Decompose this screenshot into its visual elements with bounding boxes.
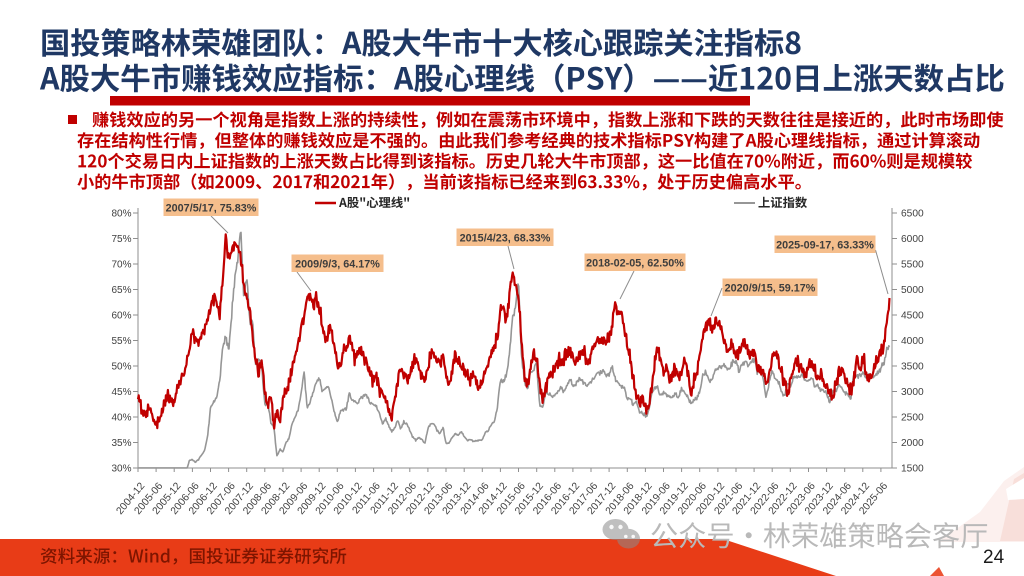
svg-text:2018-02-05, 62.50%: 2018-02-05, 62.50% (586, 258, 684, 270)
svg-text:2007/5/17, 75.83%: 2007/5/17, 75.83% (166, 203, 257, 215)
svg-text:1500: 1500 (901, 464, 924, 475)
svg-text:2000: 2000 (901, 438, 924, 449)
svg-text:35%: 35% (111, 438, 131, 449)
svg-text:30%: 30% (111, 464, 131, 475)
svg-text:3500: 3500 (901, 362, 924, 373)
svg-text:2500: 2500 (901, 413, 924, 424)
svg-text:2015/4/23, 68.33%: 2015/4/23, 68.33% (460, 233, 551, 245)
svg-text:55%: 55% (111, 336, 131, 347)
svg-text:75%: 75% (111, 234, 131, 245)
svg-text:50%: 50% (111, 362, 131, 373)
svg-text:80%: 80% (111, 209, 131, 220)
svg-text:45%: 45% (111, 387, 131, 398)
svg-text:2025-09-17, 63.33%: 2025-09-17, 63.33% (776, 240, 874, 252)
svg-text:2020/9/15, 59.17%: 2020/9/15, 59.17% (725, 283, 816, 295)
svg-text:24: 24 (983, 547, 1005, 568)
svg-text:65%: 65% (111, 285, 131, 296)
svg-text:5500: 5500 (901, 260, 924, 271)
svg-text:4000: 4000 (901, 336, 924, 347)
svg-text:6500: 6500 (901, 209, 924, 220)
svg-text:5000: 5000 (901, 285, 924, 296)
svg-text:40%: 40% (111, 413, 131, 424)
svg-text:6000: 6000 (901, 234, 924, 245)
svg-text:70%: 70% (111, 260, 131, 271)
svg-text:4500: 4500 (901, 311, 924, 322)
svg-text:60%: 60% (111, 311, 131, 322)
svg-text:3000: 3000 (901, 387, 924, 398)
svg-text:2009/9/3, 64.17%: 2009/9/3, 64.17% (295, 259, 380, 271)
